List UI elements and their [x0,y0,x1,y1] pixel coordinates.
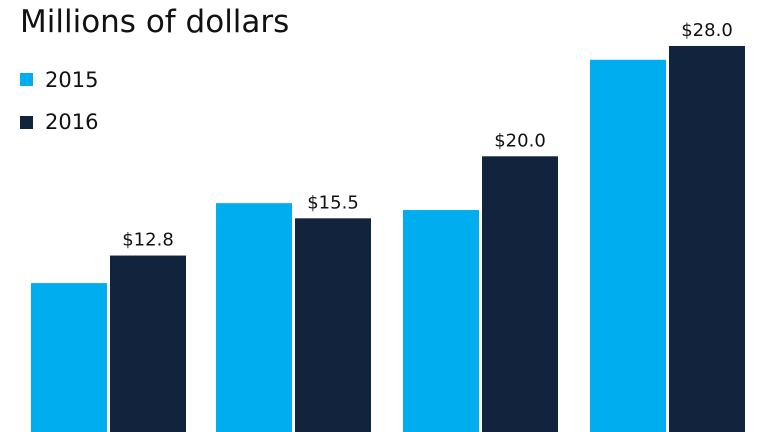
legend-swatch-2016 [20,116,33,129]
bar-2016-4 [669,46,745,432]
bar-2015-3 [403,210,479,432]
bar-2016-3 [482,156,558,432]
data-label-1: $12.8 [122,230,174,251]
bar-2015-4 [590,59,666,432]
data-labels: $12.8 $15.5 $20.0 $28.0 [122,20,733,251]
bar-2015-1 [31,283,107,432]
bar-2016-1 [110,255,186,432]
legend-label-2015: 2015 [45,68,98,92]
legend-swatch-2015 [20,73,33,86]
legend-item-2015: 2015 [20,68,98,92]
legend: 2015 2016 [20,68,98,134]
chart-title: Millions of dollars [20,4,289,40]
legend-item-2016: 2016 [20,110,98,134]
data-label-3: $20.0 [494,130,546,151]
data-label-4: $28.0 [681,20,733,41]
data-label-2: $15.5 [307,192,359,213]
bars [31,46,745,432]
legend-label-2016: 2016 [45,110,98,134]
bar-2015-2 [216,203,292,432]
bar-2016-2 [295,218,371,432]
